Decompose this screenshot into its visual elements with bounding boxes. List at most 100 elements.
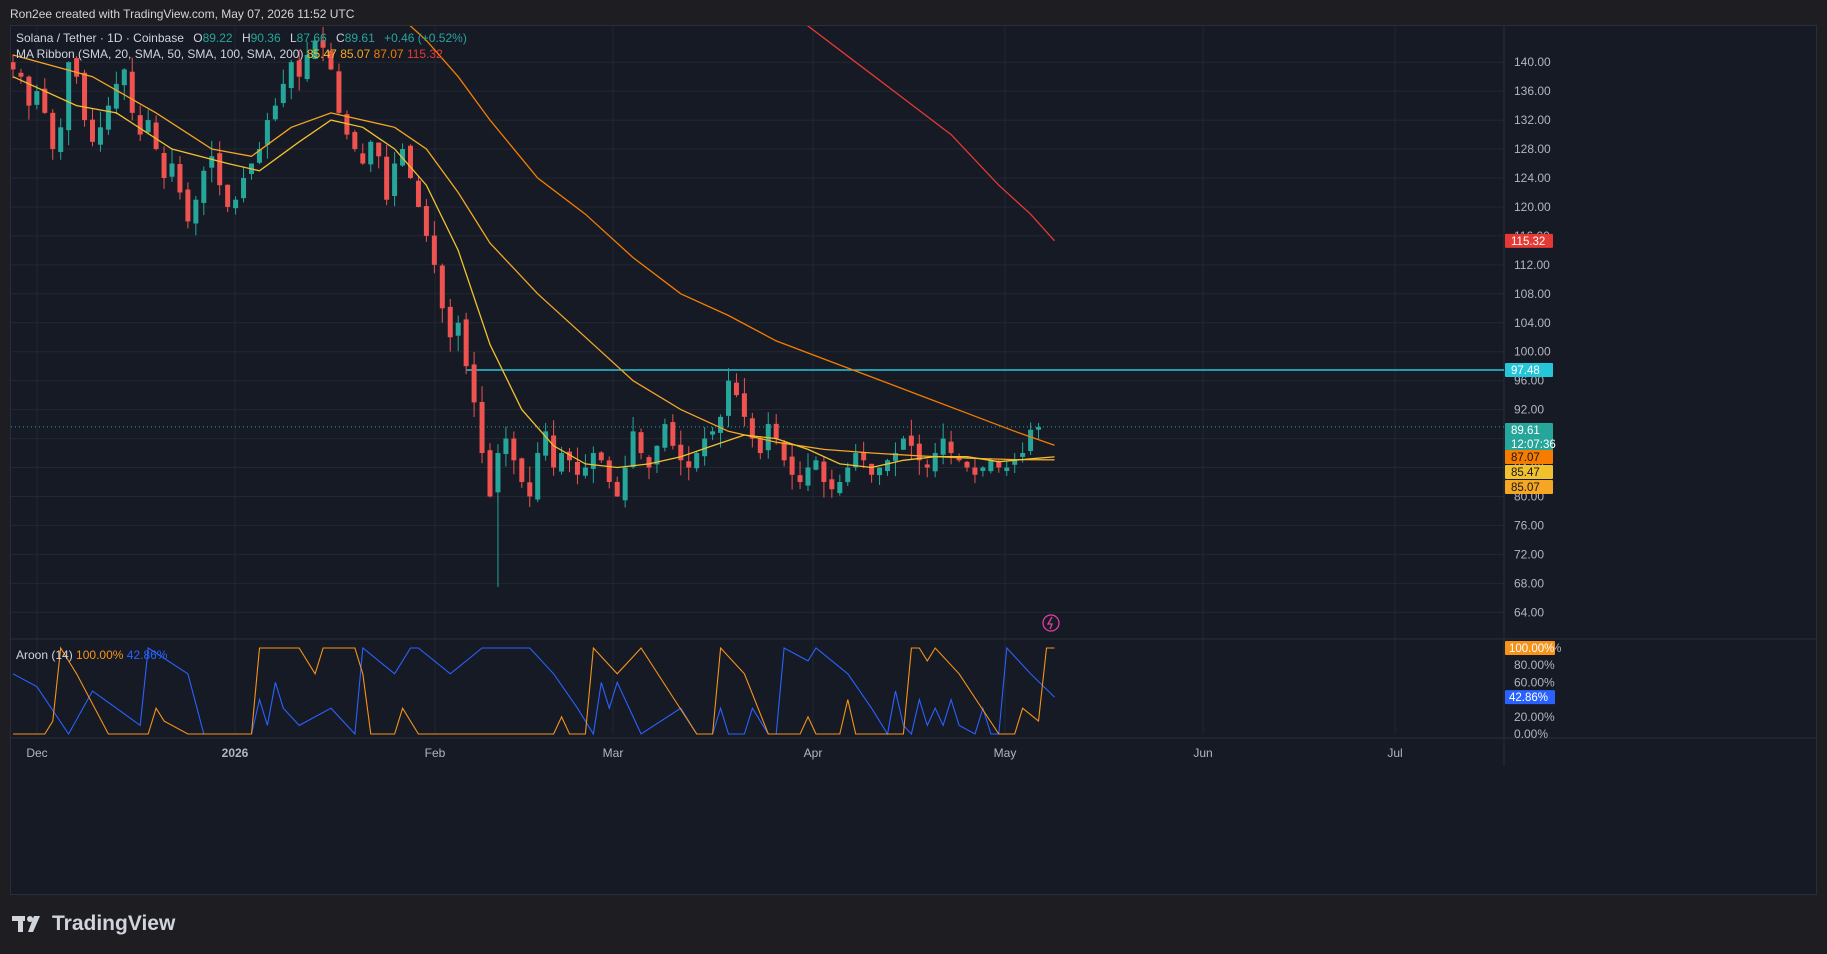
candle-body [241, 178, 247, 199]
candle [598, 451, 604, 463]
price-tick-label: 76.00 [1514, 518, 1544, 532]
candle-body [431, 235, 437, 265]
candle-body [805, 467, 811, 486]
candle-body [201, 170, 207, 203]
candle-body [408, 145, 413, 178]
ohlc-low-label: L [289, 31, 297, 45]
aroon-label[interactable]: Aroon (14) [16, 648, 73, 662]
candle-body [996, 461, 1002, 468]
ma-ribbon-legend[interactable]: MA Ribbon (SMA, 20, SMA, 50, SMA, 100, S… [16, 47, 443, 61]
candle-body [439, 265, 445, 309]
candle-body [360, 153, 366, 164]
candle [58, 118, 64, 160]
candle [861, 441, 867, 469]
candle [18, 68, 24, 84]
candle [487, 443, 493, 498]
candle [328, 42, 334, 71]
price-tick-label: 96.00 [1514, 374, 1544, 388]
candle-body [845, 467, 851, 483]
candle [177, 156, 183, 200]
moving-averages [12, 26, 1055, 469]
aroon-badge-bg [1505, 690, 1555, 705]
ma-value-100: 87.07 [373, 47, 404, 61]
chart-frame[interactable]: 140.00136.00132.00128.00124.00120.00116.… [10, 25, 1817, 895]
aroon-tick-label: 20.00% [1514, 710, 1555, 724]
candle [900, 435, 906, 450]
candle [765, 412, 771, 459]
candle [11, 54, 16, 79]
candle-body [622, 467, 628, 501]
price-badge: 85.47 [1505, 465, 1553, 479]
candle [344, 110, 350, 140]
candle-body [614, 481, 620, 497]
candle-body [217, 153, 223, 186]
candle-body [58, 127, 64, 153]
candle [924, 459, 930, 478]
candle-body [185, 189, 191, 222]
candle-body [105, 105, 111, 130]
candle-body [543, 431, 549, 456]
candle-body [352, 132, 358, 150]
candle [781, 439, 787, 467]
candle [932, 443, 938, 478]
candle [821, 456, 827, 498]
candle-body [559, 453, 565, 472]
candle [686, 446, 692, 481]
candle [551, 420, 557, 476]
candle-body [654, 445, 660, 465]
time-tick-label: Apr [804, 746, 823, 760]
candle [741, 378, 747, 427]
candle-body [272, 105, 278, 120]
candle-body [773, 423, 779, 439]
candle [264, 112, 270, 159]
candle-body [598, 452, 604, 461]
candle-body [837, 482, 843, 494]
candle-body [638, 432, 644, 454]
candle [670, 414, 676, 450]
candle-body [479, 401, 485, 454]
candle-body [169, 163, 175, 177]
aroon-badge: 42.86% [1505, 690, 1555, 705]
candle [622, 455, 628, 508]
candle-body [137, 115, 143, 135]
candle [320, 26, 326, 62]
candle-body [789, 456, 795, 475]
candle-body [384, 156, 390, 200]
candle [201, 166, 207, 216]
candle [773, 414, 779, 445]
candle-body [1012, 460, 1018, 465]
candle [980, 466, 986, 477]
candle [336, 63, 342, 114]
ohlc-low: 87.66 [296, 31, 327, 45]
candle [415, 175, 421, 208]
candle-body [233, 199, 239, 209]
candle-body [1020, 453, 1026, 457]
candle [376, 142, 382, 169]
ma-ribbon-label[interactable]: MA Ribbon (SMA, 20, SMA, 50, SMA, 100, S… [16, 47, 304, 61]
price-tick-label: 124.00 [1514, 171, 1551, 185]
candlestick-chart[interactable]: 140.00136.00132.00128.00124.00120.00116.… [11, 26, 1816, 894]
tradingview-logo[interactable]: TradingView [12, 912, 175, 936]
ohlc-close-label: C [336, 31, 345, 45]
candle-body [527, 482, 533, 497]
candle [805, 453, 811, 492]
candle-body [869, 463, 875, 475]
price-badge-bg [1505, 480, 1553, 494]
candle [1004, 460, 1010, 476]
candle [797, 461, 803, 490]
candle-body [956, 457, 962, 461]
candle [105, 96, 111, 135]
symbol-name[interactable]: Solana / Tether · 1D · Coinbase [16, 31, 184, 45]
candle [574, 447, 580, 485]
symbol-legend[interactable]: Solana / Tether · 1D · Coinbase O89.22 H… [16, 31, 473, 45]
aroon-legend[interactable]: Aroon (14) 100.00% 42.86% [16, 648, 167, 662]
candle-body [892, 453, 898, 461]
resistance-level [11, 369, 1504, 428]
price-badge-bg [1505, 233, 1553, 248]
aroon-badge: 100.00% [1505, 641, 1555, 655]
candle [638, 428, 644, 460]
candle-body [948, 441, 954, 454]
candle [447, 298, 453, 352]
candle-body [97, 127, 103, 145]
price-tick-label: 136.00 [1514, 84, 1551, 98]
